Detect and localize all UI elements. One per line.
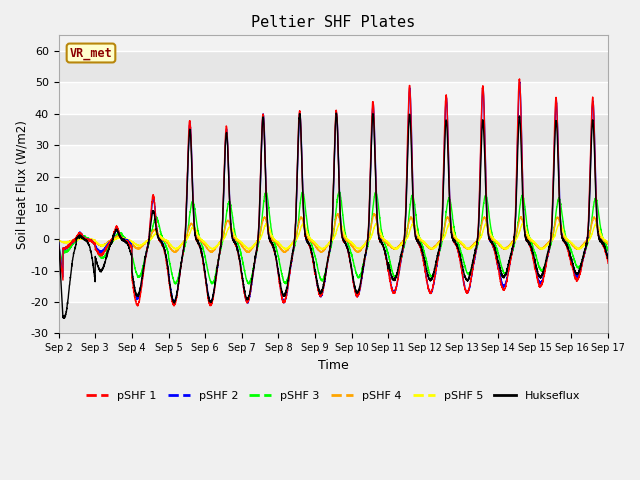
pSHF 4	[488, 237, 495, 242]
pSHF 4	[370, 211, 378, 216]
pSHF 2	[516, 79, 524, 84]
Legend: pSHF 1, pSHF 2, pSHF 3, pSHF 4, pSHF 5, Hukseflux: pSHF 1, pSHF 2, pSHF 3, pSHF 4, pSHF 5, …	[81, 387, 585, 406]
pSHF 1	[488, 240, 495, 246]
pSHF 1	[516, 76, 524, 82]
Hukseflux	[60, 315, 68, 321]
Bar	[59, 51, 608, 83]
pSHF 5	[55, 237, 63, 243]
pSHF 4	[313, 245, 321, 251]
pSHF 2	[154, 229, 161, 235]
pSHF 5	[246, 246, 253, 252]
pSHF 1	[154, 229, 161, 235]
pSHF 5	[488, 233, 495, 239]
pSHF 2	[313, 279, 321, 285]
pSHF 1	[604, 260, 612, 266]
pSHF 5	[483, 220, 490, 226]
Bar	[59, 177, 608, 208]
pSHF 3	[488, 230, 495, 236]
pSHF 2	[207, 300, 215, 306]
pSHF 4	[280, 250, 288, 255]
pSHF 2	[457, 260, 465, 265]
pSHF 1	[55, 243, 63, 249]
Bar	[59, 302, 608, 334]
Hukseflux	[488, 239, 495, 245]
pSHF 5	[604, 240, 612, 246]
pSHF 3	[172, 281, 180, 287]
Line: pSHF 4: pSHF 4	[59, 214, 608, 252]
Y-axis label: Soil Heat Flux (W/m2): Soil Heat Flux (W/m2)	[15, 120, 28, 249]
Hukseflux	[332, 110, 340, 116]
pSHF 3	[313, 262, 321, 268]
Bar	[59, 208, 608, 240]
Bar	[59, 83, 608, 114]
Hukseflux	[604, 256, 612, 262]
pSHF 3	[604, 247, 611, 252]
pSHF 4	[604, 240, 611, 246]
pSHF 2	[488, 240, 495, 246]
pSHF 2	[604, 256, 611, 262]
pSHF 4	[426, 246, 434, 252]
pSHF 1	[457, 261, 465, 267]
pSHF 5	[426, 244, 434, 250]
Hukseflux	[604, 255, 611, 261]
pSHF 3	[154, 216, 161, 221]
pSHF 3	[426, 274, 434, 279]
Text: VR_met: VR_met	[70, 47, 113, 60]
Line: pSHF 3: pSHF 3	[59, 192, 608, 284]
pSHF 1	[604, 257, 611, 263]
pSHF 3	[457, 248, 465, 253]
pSHF 5	[154, 230, 161, 236]
pSHF 1	[313, 280, 321, 286]
Bar	[59, 145, 608, 177]
Hukseflux	[55, 237, 63, 242]
pSHF 4	[604, 241, 612, 247]
Bar	[59, 271, 608, 302]
Hukseflux	[313, 278, 321, 284]
Line: pSHF 2: pSHF 2	[59, 82, 608, 303]
pSHF 3	[55, 243, 63, 249]
Bar	[59, 114, 608, 145]
pSHF 2	[426, 289, 434, 295]
pSHF 4	[457, 240, 465, 246]
pSHF 1	[170, 303, 178, 309]
pSHF 2	[55, 240, 63, 245]
Bar	[59, 240, 608, 271]
Hukseflux	[457, 255, 465, 261]
Hukseflux	[154, 233, 161, 239]
Title: Peltier SHF Plates: Peltier SHF Plates	[252, 15, 415, 30]
X-axis label: Time: Time	[318, 359, 349, 372]
Line: Hukseflux: Hukseflux	[59, 113, 608, 318]
pSHF 1	[426, 290, 434, 296]
Line: pSHF 1: pSHF 1	[59, 79, 608, 306]
Hukseflux	[426, 277, 434, 283]
pSHF 5	[313, 242, 321, 248]
pSHF 5	[604, 239, 611, 245]
pSHF 2	[604, 258, 612, 264]
pSHF 5	[457, 239, 465, 245]
pSHF 4	[154, 230, 161, 236]
Line: pSHF 5: pSHF 5	[59, 223, 608, 249]
pSHF 4	[55, 237, 63, 243]
pSHF 3	[335, 189, 342, 194]
pSHF 3	[604, 248, 612, 253]
